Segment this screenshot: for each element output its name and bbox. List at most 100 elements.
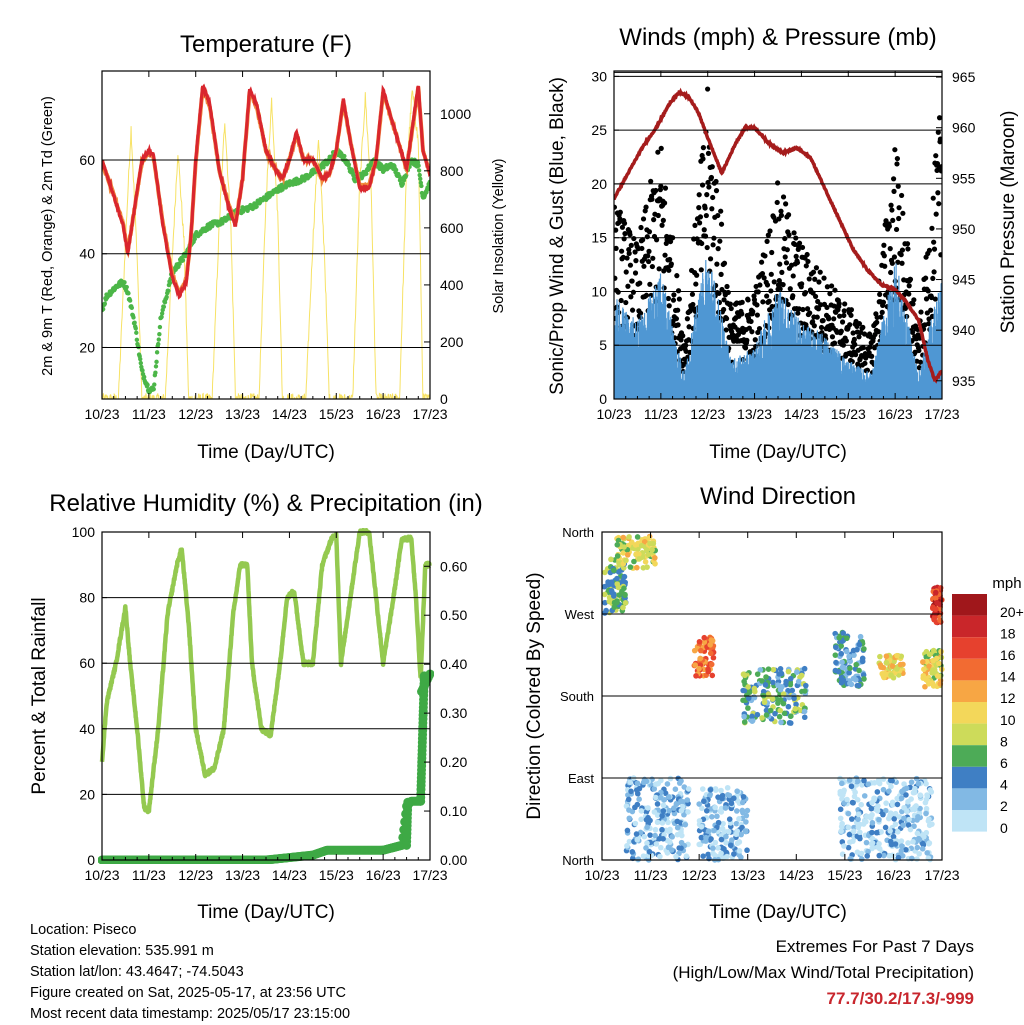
temperature-xlabel: Time (Day/UTC) [197,442,335,463]
gust-point [782,235,788,242]
wind-direction-xlabel: Time (Day/UTC) [709,902,847,923]
wind-direction-point [850,828,857,835]
gust-point [926,247,933,253]
wind-direction-point [709,813,715,820]
plot-frame [101,531,431,861]
wind-direction-point [685,786,692,792]
winds-y2label: Station Pressure (Maroon) [998,111,1019,334]
wind-direction-point [602,599,608,606]
wind-direction-point [751,685,758,692]
wind-direction-point [720,820,726,827]
wind-direction-point [721,828,728,835]
dewpoint-point [133,326,138,331]
wind-direction-point [883,659,890,666]
wind-direction-point [665,819,671,826]
gust-point [689,291,696,297]
wind-direction-point [712,804,718,811]
gust-point [721,297,727,303]
wind-direction-point [894,801,901,808]
wind-direction-point [866,813,872,820]
wind-direction-point [708,836,714,842]
wind-direction-point [875,777,882,784]
gust-point [894,155,900,162]
gust-point [760,299,766,305]
colorbar-label: 4 [1000,777,1008,793]
dewpoint-point [145,382,150,388]
wind-direction-ylabel: Direction (Colored By Speed) [524,572,545,819]
gust-point [645,258,652,265]
colorbar-label: 10 [1000,712,1016,728]
gust-point [787,286,793,292]
gust-point [631,235,637,242]
dewpoint-point [342,153,347,159]
gust-point [666,303,672,309]
wind-direction-point [869,829,875,836]
wind-direction-point [626,815,633,822]
wind-direction-point [742,672,748,679]
wind-direction-point [728,800,735,807]
wind-direction-point [861,676,867,682]
wind-direction-point [696,638,703,645]
gust-point [931,246,938,252]
gust-point [659,222,665,228]
dewpoint-point [351,172,356,178]
gust-point [675,307,681,313]
wind-direction-point [786,720,793,726]
extremes-subtitle: (High/Low/Max Wind/Total Precipitation) [672,963,974,982]
gust-point [670,297,677,303]
gust-point [856,334,862,340]
wind-direction-point [676,845,683,851]
wind-direction-point [683,853,690,859]
wind-direction-point [723,840,729,846]
gust-point [650,255,656,261]
wind-direction-point [705,666,711,672]
gust-point [860,345,866,351]
colorbar-label: 16 [1000,647,1016,663]
gust-point [656,266,662,272]
humidity-panel: Relative Humidity (%) & Precipitation (i… [29,490,483,923]
y-tick-label: 40 [79,721,95,737]
wind-direction-point [638,816,644,823]
wind-direction-point [634,780,641,787]
gust-point [899,247,906,253]
gust-point [643,292,650,298]
wind-direction-point [861,646,867,652]
wind-direction-point [641,776,648,783]
gust-point [907,276,914,282]
wind-direction-point [844,635,850,642]
wind-direction-point [871,795,878,802]
wind-direction-point [847,855,854,862]
wind-direction-point [710,845,716,852]
gust-point [811,323,817,329]
gust-point [911,297,917,303]
wind-direction-point [715,819,722,826]
wind-direction-point [743,819,749,825]
wind-direction-point [736,848,743,854]
gust-point [818,324,825,331]
dewpoint-point [153,364,159,369]
wind-direction-point [882,824,889,831]
gust-point [668,261,674,267]
gust-point [780,194,787,200]
y2-tick-label: 0.60 [440,558,467,574]
wind-direction-point [707,650,714,657]
dewpoint-point [416,168,422,173]
gust-point [831,340,838,346]
gust-point [820,317,826,324]
wind-direction-point [645,551,651,558]
gust-point [815,306,822,312]
gust-point [930,275,936,282]
wind-direction-point [905,840,911,846]
gust-point [658,183,664,189]
colorbar-swatch [952,745,987,767]
x-tick-label: 12/23 [682,867,717,883]
gust-point [718,221,725,227]
y-tick-label: 10 [591,283,607,299]
wind-direction-point [927,787,933,793]
wind-direction-point [874,807,881,814]
gust-point [932,296,938,302]
dewpoint-point [127,298,133,303]
dewpoint-point [138,356,143,362]
series-dewpoint [102,147,430,395]
wind-direction-point [897,661,904,668]
